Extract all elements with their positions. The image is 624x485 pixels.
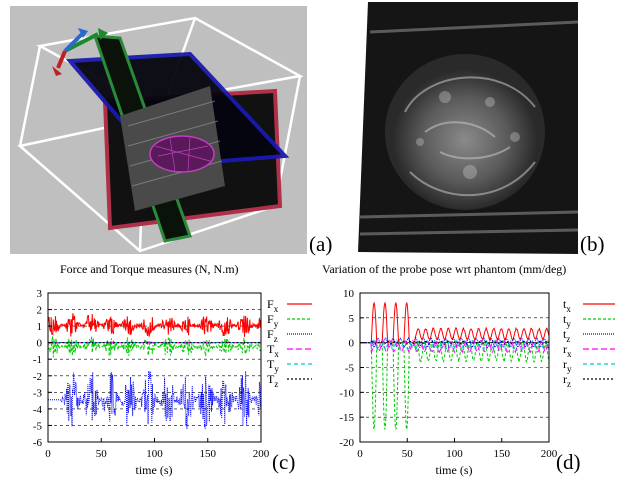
axes-triad-icon (52, 28, 108, 76)
y-tick-label: -10 (339, 387, 354, 399)
legend-label: tx (563, 297, 571, 314)
legend-label: tz (563, 327, 570, 344)
x-tick-label: 100 (146, 448, 163, 460)
y-tick-label: -4 (33, 404, 43, 416)
chart-c-force-torque: 3 2 1 0 -1 -2 -3 -4 -5 -6 0 50 100 150 200 time (s) F… (33, 288, 312, 477)
x-tick-label: 150 (200, 448, 217, 460)
legend-label: ry (563, 357, 572, 374)
panel-label-c: (c) (272, 450, 296, 474)
x-tick-label: 100 (446, 448, 463, 460)
legend-label: rz (563, 372, 571, 389)
series-line-Tz (47, 341, 262, 344)
y-tick-label: 3 (37, 288, 43, 300)
y-tick-label: 1 (37, 321, 43, 333)
series-line-tx (360, 301, 550, 344)
legend-label: Ty (267, 357, 279, 374)
legend-label: rx (563, 342, 572, 359)
series-line-ry (360, 338, 550, 351)
x-tick-label: 200 (253, 448, 270, 460)
series-line-Ty (47, 340, 262, 345)
series-line-Fy (47, 336, 262, 358)
y-tick-label: 10 (343, 288, 355, 300)
legend-label: Fx (267, 297, 279, 314)
series-line-Fz (48, 370, 262, 430)
chart-d-title: Variation of the probe pose wrt phantom … (322, 262, 567, 276)
series-line-ty (360, 339, 550, 430)
chart-d-xlabel: time (s) (436, 463, 473, 477)
x-tick-label: 200 (541, 448, 558, 460)
series-line-Fx (47, 313, 262, 337)
x-tick-label: 50 (402, 448, 414, 460)
y-tick-label: -3 (33, 387, 43, 399)
legend-label: ty (563, 312, 571, 329)
y-tick-label: -20 (339, 437, 354, 449)
x-tick-label: 0 (45, 448, 51, 460)
x-tick-label: 0 (357, 448, 363, 460)
y-tick-label: -1 (33, 354, 42, 366)
ultrasound-image (350, 2, 578, 254)
x-tick-label: 50 (96, 448, 108, 460)
x-tick-label: 150 (494, 448, 511, 460)
series-line-tz (360, 336, 550, 349)
y-tick-label: 5 (349, 313, 355, 325)
chart-c-title: Force and Torque measures (N, N.m) (60, 262, 239, 276)
y-tick-label: -15 (339, 412, 354, 424)
y-tick-label: 2 (37, 305, 43, 317)
chart-c-xlabel: time (s) (136, 463, 173, 477)
legend-label: Fz (267, 327, 278, 344)
panel-label-a: (a) (309, 232, 333, 256)
y-tick-label: -6 (33, 437, 43, 449)
y-tick-label: -2 (33, 371, 42, 383)
y-tick-label: 0 (37, 338, 43, 350)
series-line-rz (360, 340, 550, 345)
y-tick-label: 0 (349, 338, 355, 350)
volume-render-image (10, 6, 307, 254)
legend-label: Fy (267, 312, 279, 329)
y-tick-label: -5 (33, 420, 43, 432)
y-tick-label: -5 (345, 363, 355, 375)
legend-label: Tz (267, 372, 278, 389)
panel-label-d: (d) (556, 450, 581, 474)
panel-label-b: (b) (580, 232, 605, 256)
legend-label: Tx (267, 342, 279, 359)
